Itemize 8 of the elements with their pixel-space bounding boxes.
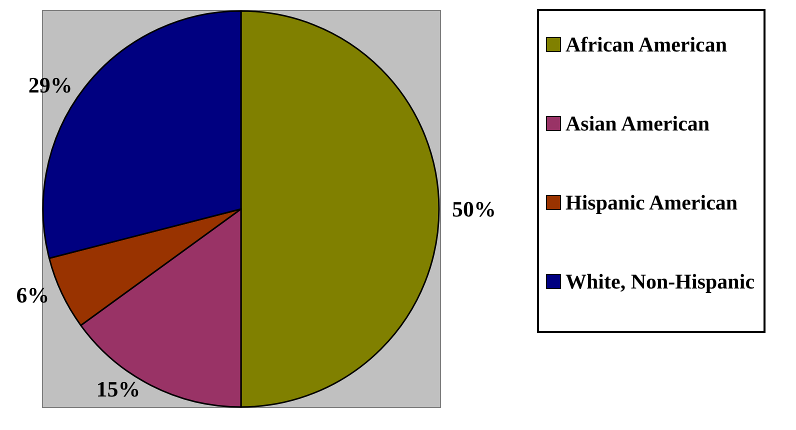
legend-label: Hispanic American [566, 190, 738, 214]
legend-label: White, Non-Hispanic [566, 270, 755, 294]
data-label: 6% [16, 282, 50, 308]
data-label: 29% [28, 72, 72, 98]
legend-label: African American [566, 32, 728, 56]
data-label: 15% [96, 376, 140, 402]
legend-label: Asian American [566, 112, 710, 136]
data-label: 50% [452, 196, 496, 222]
